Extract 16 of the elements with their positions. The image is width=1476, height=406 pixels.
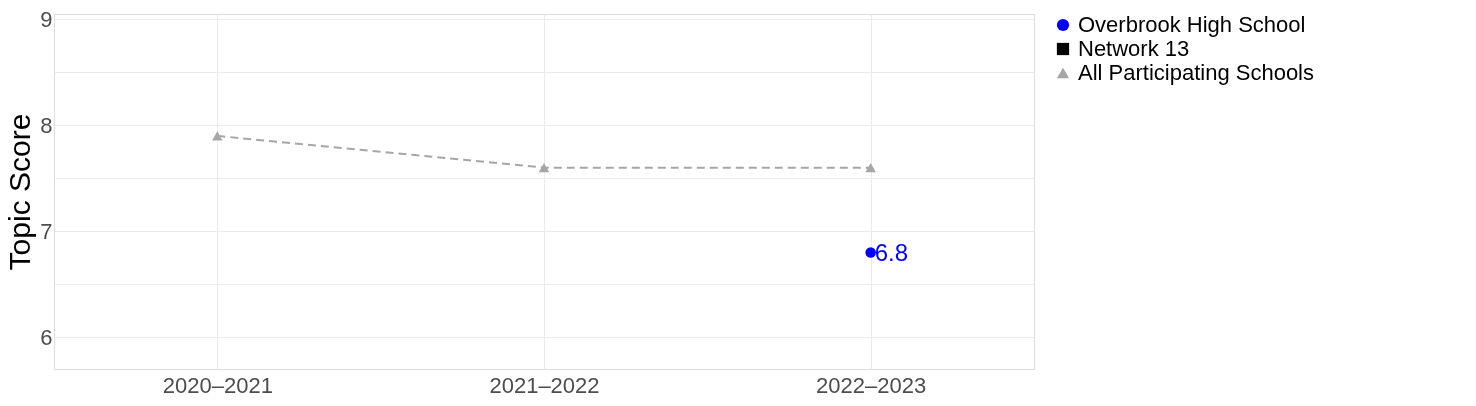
- data-label: 6.8: [874, 239, 909, 267]
- y-tick-label: 7: [40, 218, 53, 244]
- y-tick-label: 9: [40, 6, 53, 32]
- y-tick-label: 8: [40, 112, 53, 138]
- point: [865, 163, 876, 173]
- x-tick-label: 2022–2023: [816, 372, 927, 398]
- point: [865, 247, 876, 258]
- legend-label: Network 13: [1078, 36, 1190, 61]
- legend-label: Overbrook High School: [1078, 12, 1306, 37]
- y-tick-label: 6: [40, 324, 53, 350]
- y-axis-title: Topic Score: [3, 113, 37, 271]
- legend-label: All Participating Schools: [1078, 60, 1315, 85]
- point: [538, 163, 550, 173]
- x-tick-label: 2021–2022: [489, 372, 600, 398]
- point: [212, 131, 223, 141]
- x-tick-label: 2020–2021: [162, 372, 273, 398]
